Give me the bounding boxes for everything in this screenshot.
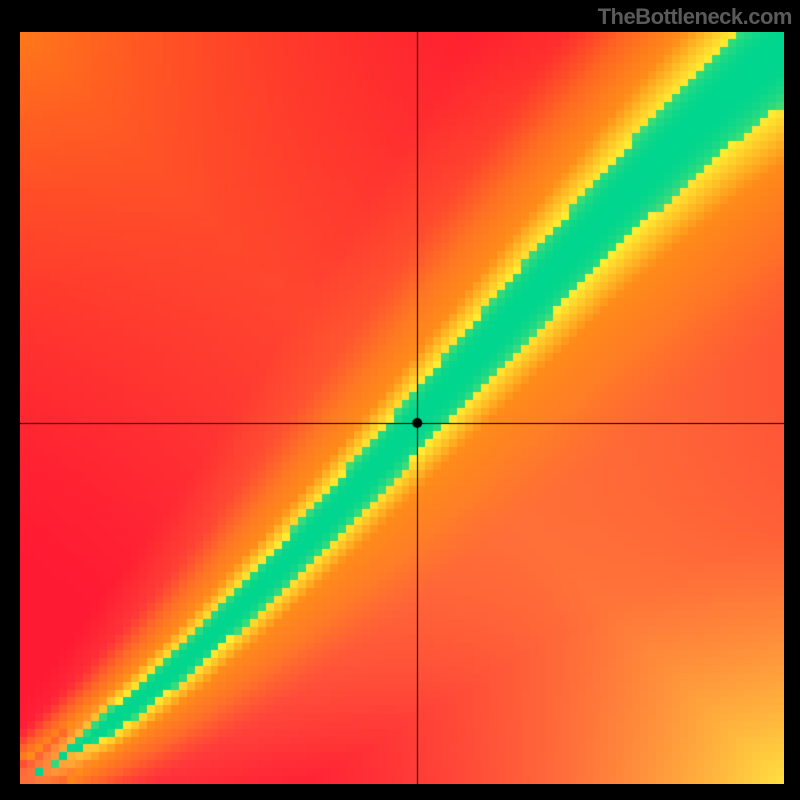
watermark-text: TheBottleneck.com xyxy=(598,4,792,30)
bottleneck-heatmap xyxy=(20,32,784,784)
